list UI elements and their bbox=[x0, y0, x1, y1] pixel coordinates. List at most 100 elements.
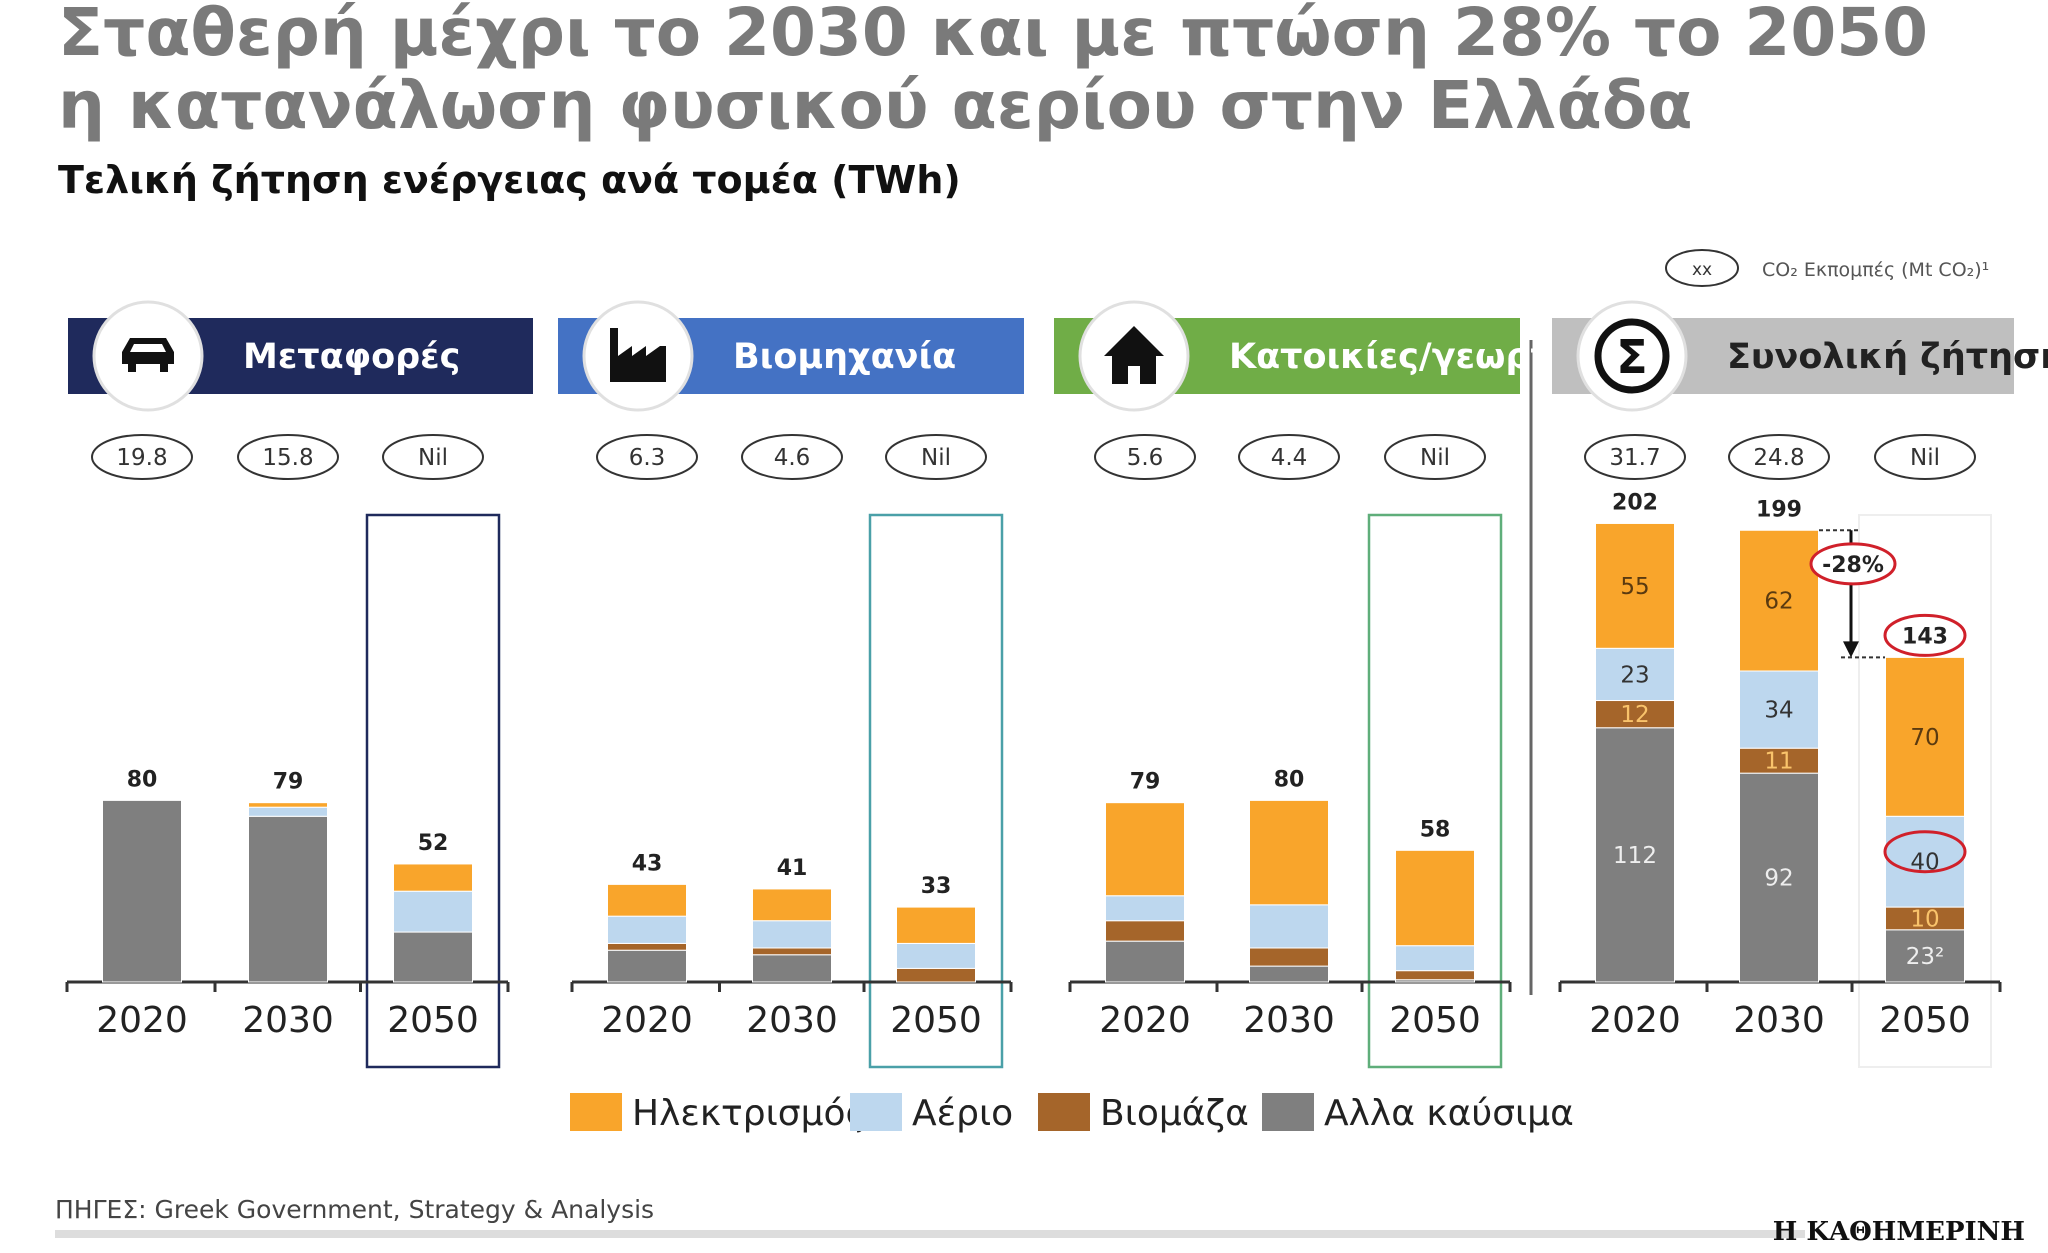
arrow-head-icon bbox=[1843, 641, 1859, 658]
co2-oval bbox=[382, 434, 484, 480]
x-tick-label: 2050 bbox=[1879, 1000, 1971, 1041]
legend-label: Βιομάζα bbox=[1100, 1093, 1249, 1134]
panel-title: Κατοικίες/γεωργία bbox=[1229, 337, 1592, 377]
bar-segment-biomass bbox=[1105, 920, 1185, 942]
kathimerini-logo: Η ΚΑΘΗΜΕΡΙΝΗ bbox=[1773, 1217, 2025, 1247]
x-tick-label: 2020 bbox=[1099, 1000, 1191, 1041]
co2-oval bbox=[1728, 434, 1830, 480]
segment-label: 12 bbox=[1620, 702, 1649, 728]
bar-segment-electricity bbox=[1595, 522, 1675, 649]
change-annotation: -28% bbox=[1822, 553, 1884, 578]
bar-segment-other bbox=[1249, 965, 1329, 983]
bar-total-label: 143 bbox=[1902, 624, 1948, 649]
bar-segment-gas bbox=[1739, 670, 1819, 749]
bar-segment-electricity bbox=[1885, 656, 1965, 817]
x-tick-label: 2020 bbox=[601, 1000, 693, 1041]
source-note: ΠΗΓΕΣ: Greek Government, Strategy & Anal… bbox=[55, 1195, 654, 1224]
bar-segment-gas bbox=[1595, 647, 1675, 702]
bar-segment-gas bbox=[607, 915, 687, 944]
bar-segment-biomass bbox=[1249, 947, 1329, 967]
segment-label: 92 bbox=[1764, 866, 1793, 892]
co2-legend-label: CO₂ Εκπομπές (Mt CO₂)¹ bbox=[1762, 259, 1989, 281]
segment-label: 112 bbox=[1613, 843, 1657, 869]
co2-value: Nil bbox=[1910, 445, 1940, 471]
bar-segment-electricity bbox=[752, 888, 832, 922]
x-tick-label: 2050 bbox=[890, 1000, 982, 1041]
bar-segment-biomass bbox=[752, 947, 832, 956]
bar-segment-other bbox=[1595, 727, 1675, 983]
co2-oval bbox=[237, 434, 339, 480]
x-tick-label: 2050 bbox=[387, 1000, 479, 1041]
panel-households: Κατοικίες/γεωργία 5.6 2020 79 4.4 2030 80 Nil 20… bbox=[1054, 300, 1592, 1069]
segment-label: 10 bbox=[1910, 906, 1939, 932]
bar-segment-other bbox=[607, 949, 687, 983]
bar-segment-biomass bbox=[1395, 970, 1475, 981]
segment-label: 70 bbox=[1910, 725, 1939, 751]
segment-label: 23 bbox=[1620, 662, 1649, 688]
co2-value: Nil bbox=[418, 445, 448, 471]
bar-segment-gas bbox=[1395, 945, 1475, 972]
bar-segment-other bbox=[752, 954, 832, 983]
x-tick-label: 2030 bbox=[242, 1000, 334, 1041]
co2-oval bbox=[91, 434, 193, 480]
bar-segment-gas bbox=[1249, 904, 1329, 949]
co2-value: 4.6 bbox=[774, 445, 811, 471]
co2-value: 24.8 bbox=[1753, 445, 1804, 471]
bar-total-label: 199 bbox=[1756, 497, 1802, 522]
co2-oval bbox=[885, 434, 987, 480]
co2-oval bbox=[1238, 434, 1340, 480]
co2-oval bbox=[741, 434, 843, 480]
panel-transport: Μεταφορές 19.8 2020 80 15.8 2030 79 Nil 2050 52 bbox=[65, 300, 533, 1069]
bar-total-label: 79 bbox=[1130, 770, 1161, 795]
bar-segment-gas bbox=[393, 890, 473, 933]
x-tick-label: 2020 bbox=[1589, 1000, 1681, 1041]
sigma-glyph: Σ bbox=[1616, 330, 1647, 384]
bar-segment-electricity bbox=[393, 863, 473, 892]
bar-segment-electricity bbox=[1105, 802, 1185, 897]
co2-oval bbox=[1094, 434, 1196, 480]
legend-swatch bbox=[850, 1093, 902, 1131]
bar-segment-other bbox=[102, 799, 182, 983]
bar-segment-electricity bbox=[1249, 799, 1329, 906]
highlight-circle bbox=[1883, 830, 1967, 874]
x-tick-label: 2050 bbox=[1389, 1000, 1481, 1041]
x-tick-label: 2030 bbox=[746, 1000, 838, 1041]
bar-total-label: 80 bbox=[127, 767, 158, 792]
segment-label: 34 bbox=[1764, 698, 1793, 724]
co2-value: Nil bbox=[1420, 445, 1450, 471]
icon-circle bbox=[1576, 300, 1688, 412]
highlight-2050-box bbox=[1367, 513, 1503, 1069]
co2-oval bbox=[1874, 434, 1976, 480]
bar-segment-electricity bbox=[1739, 529, 1819, 672]
highlight-2050-box bbox=[365, 513, 501, 1069]
co2-oval bbox=[596, 434, 698, 480]
legend-swatch bbox=[1262, 1093, 1314, 1131]
bar-segment-other bbox=[393, 931, 473, 983]
bar-segment-gas bbox=[248, 806, 328, 817]
co2-value: 31.7 bbox=[1609, 445, 1660, 471]
co2-oval bbox=[1384, 434, 1486, 480]
bar-segment-electricity bbox=[1395, 849, 1475, 947]
co2-oval bbox=[1584, 434, 1686, 480]
x-tick-label: 2030 bbox=[1733, 1000, 1825, 1041]
bar-segment-gas bbox=[752, 920, 832, 949]
segment-label: 11 bbox=[1764, 749, 1793, 775]
legend-swatch bbox=[1038, 1093, 1090, 1131]
bar-total-label: 58 bbox=[1420, 817, 1451, 842]
house-icon bbox=[1104, 326, 1164, 384]
co2-value: 15.8 bbox=[262, 445, 313, 471]
co2-value: 5.6 bbox=[1127, 445, 1164, 471]
segment-label: 55 bbox=[1620, 574, 1649, 600]
co2-value: Nil bbox=[921, 445, 951, 471]
bar-segment-gas bbox=[896, 942, 976, 969]
title-line-2: η κατανάλωση φυσικού αερίου στην Ελλάδα bbox=[58, 67, 1693, 144]
bar-segment-electricity bbox=[607, 883, 687, 917]
panel-title: Συνολική ζήτηση bbox=[1727, 337, 2048, 377]
bar-total-label: 52 bbox=[418, 831, 449, 856]
bar-total-label: 33 bbox=[921, 874, 952, 899]
legend-label: Αέριο bbox=[912, 1093, 1013, 1134]
subtitle: Τελική ζήτηση ενέργειας ανά τομέα (TWh) bbox=[58, 158, 961, 202]
panel-total: Σ Συνολική ζήτηση 31.7 2020 112 12 23 55 202 24.8… bbox=[1552, 300, 2048, 1068]
bar-segment-biomass bbox=[607, 942, 687, 951]
bar-total-label: 80 bbox=[1274, 767, 1305, 792]
